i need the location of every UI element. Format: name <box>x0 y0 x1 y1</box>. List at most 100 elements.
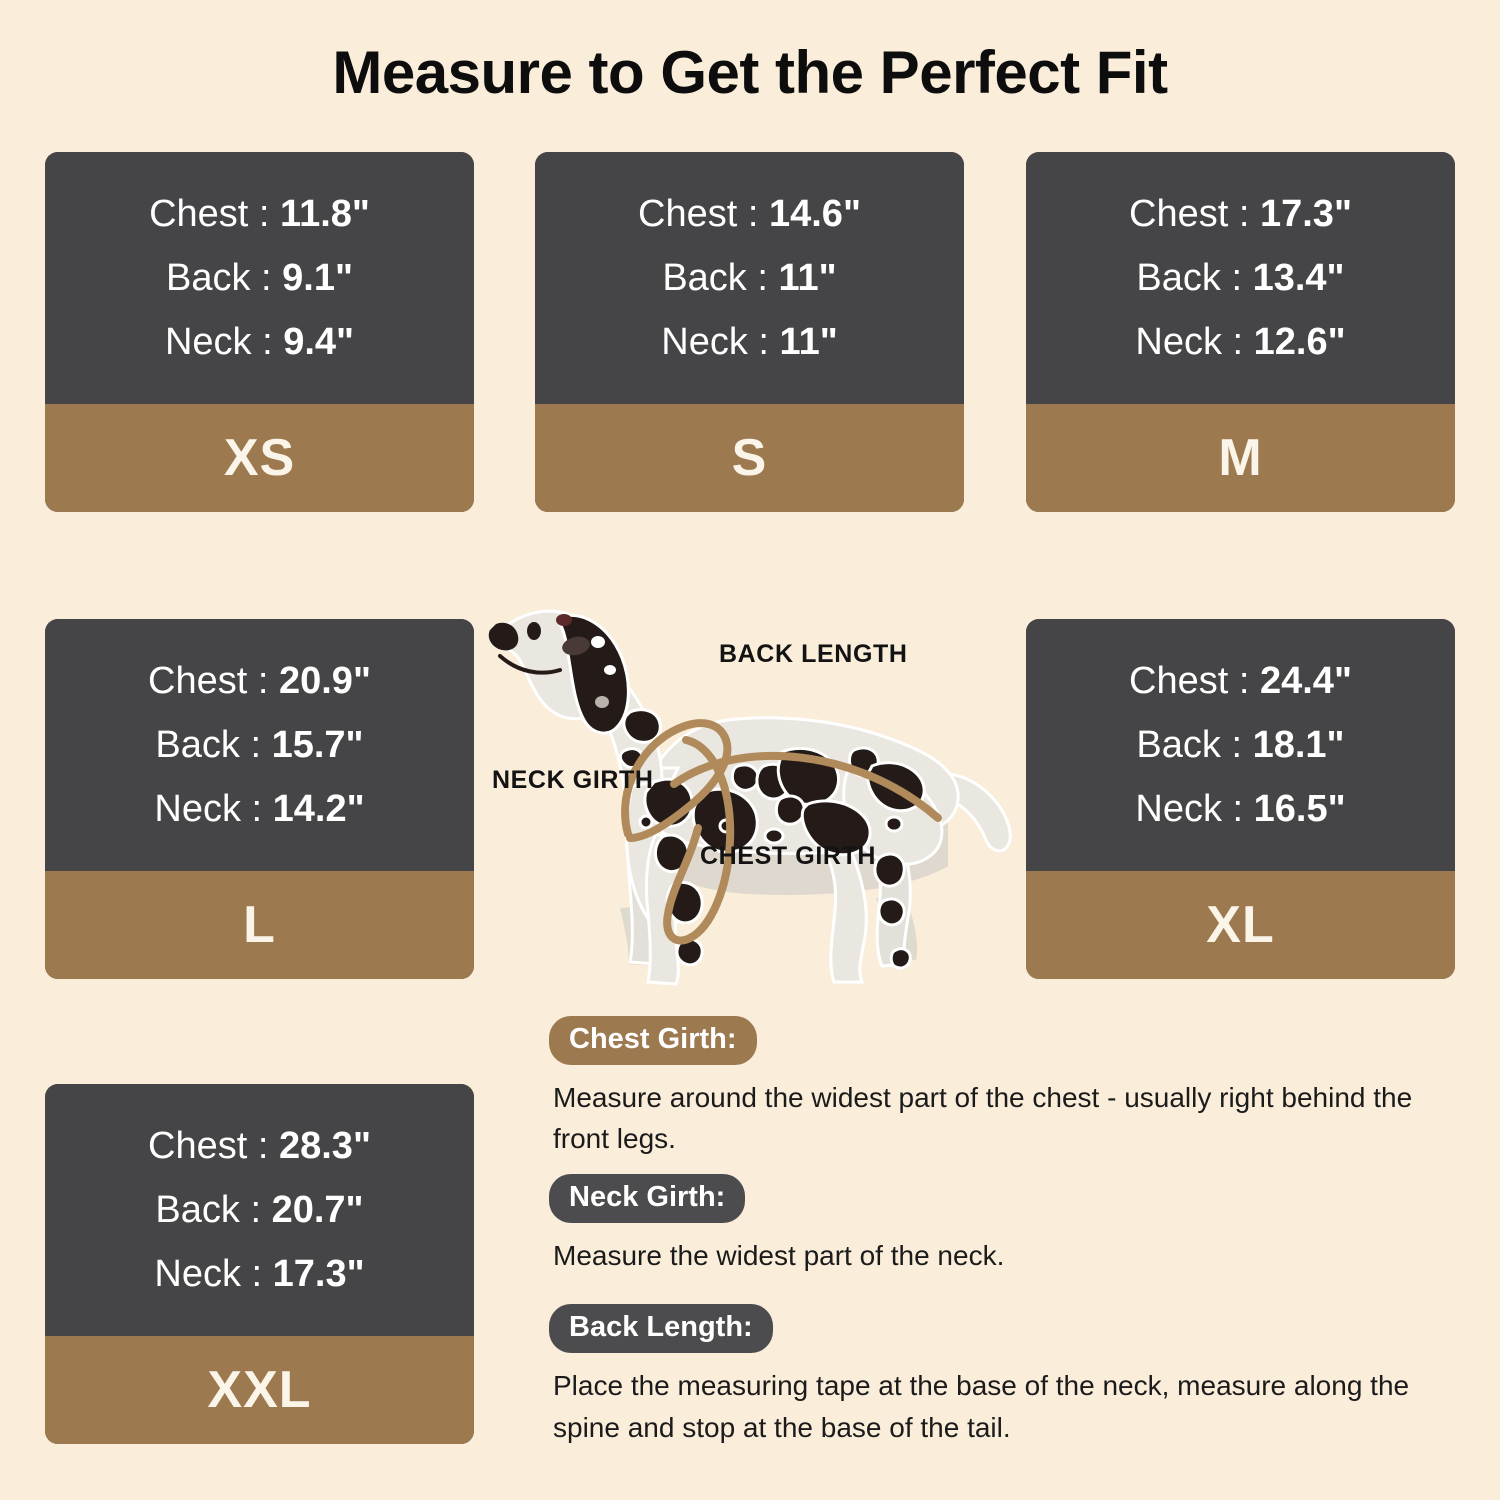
spec-separator: : <box>247 660 279 702</box>
spec-label-neck: Neck <box>154 1253 241 1295</box>
size-card-xs[interactable]: Chest : 11.8" Back : 9.1" Neck : 9.4" XS <box>45 152 474 512</box>
spec-row-chest: Chest : 11.8" <box>149 182 370 246</box>
spec-separator: : <box>1220 724 1253 766</box>
spec-label-neck: Neck <box>1135 321 1222 363</box>
spec-separator: : <box>1228 193 1260 235</box>
spec-label-chest: Chest <box>148 1125 248 1167</box>
size-label: M <box>1218 429 1263 487</box>
spec-separator: : <box>250 257 283 299</box>
size-card-m[interactable]: Chest : 17.3" Back : 13.4" Neck : 12.6" … <box>1026 152 1455 512</box>
size-band: XS <box>45 404 474 512</box>
spec-separator: : <box>1228 660 1260 702</box>
spec-row-neck: Neck : 11" <box>661 310 837 374</box>
spec-row-back: Back : 9.1" <box>166 246 353 310</box>
size-band: XXL <box>45 1336 474 1444</box>
instructions-panel: Chest Girth: Measure around the widest p… <box>549 1016 1454 1456</box>
instruction-neck-girth: Neck Girth: Measure the widest part of t… <box>549 1173 1454 1276</box>
size-label: XL <box>1206 896 1275 954</box>
spec-label-chest: Chest <box>1129 660 1229 702</box>
spec-row-chest: Chest : 17.3" <box>1129 182 1352 246</box>
measurement-tape-group <box>621 719 942 945</box>
spec-value-back: 13.4" <box>1252 257 1345 299</box>
spec-value-back: 15.7" <box>271 724 364 766</box>
spec-separator: : <box>1221 321 1254 363</box>
spec-label-neck: Neck <box>1135 788 1222 830</box>
spec-row-chest: Chest : 20.9" <box>148 649 371 713</box>
spec-label-back: Back <box>1136 257 1221 299</box>
spec-label-chest: Chest <box>638 193 738 235</box>
size-label: S <box>731 429 768 487</box>
spec-value-back: 18.1" <box>1252 724 1345 766</box>
spec-value-neck: 9.4" <box>283 321 355 363</box>
spec-row-back: Back : 13.4" <box>1136 246 1344 310</box>
spec-label-neck: Neck <box>154 788 241 830</box>
spec-separator: : <box>1221 788 1254 830</box>
spec-separator: : <box>737 193 769 235</box>
spec-value-chest: 17.3" <box>1259 193 1352 235</box>
size-card-specs: Chest : 20.9" Back : 15.7" Neck : 14.2" <box>45 619 474 871</box>
spec-value-neck: 16.5" <box>1253 788 1346 830</box>
size-card-l[interactable]: Chest : 20.9" Back : 15.7" Neck : 14.2" … <box>45 619 474 979</box>
dog-measurement-diagram <box>478 598 1023 998</box>
spec-separator: : <box>239 724 272 766</box>
spec-row-chest: Chest : 24.4" <box>1129 649 1352 713</box>
spec-value-chest: 14.6" <box>768 193 861 235</box>
spec-label-back: Back <box>165 257 251 299</box>
size-label: XS <box>223 429 296 487</box>
spec-row-chest: Chest : 14.6" <box>638 182 861 246</box>
spec-separator: : <box>247 1125 279 1167</box>
spec-label-back: Back <box>155 1189 240 1231</box>
spec-row-neck: Neck : 14.2" <box>154 777 364 841</box>
size-band: XL <box>1026 871 1455 979</box>
diagram-label-neck-girth: NECK GIRTH <box>492 766 654 794</box>
size-card-specs: Chest : 11.8" Back : 9.1" Neck : 9.4" <box>45 152 474 404</box>
spec-label-back: Back <box>662 257 747 299</box>
instruction-text-back-length: Place the measuring tape at the base of … <box>553 1370 1410 1443</box>
spec-label-chest: Chest <box>149 193 249 235</box>
diagram-label-chest-girth: CHEST GIRTH <box>700 842 877 870</box>
spec-value-back: 11" <box>778 257 837 299</box>
spec-separator: : <box>747 321 780 363</box>
spec-value-neck: 17.3" <box>272 1253 365 1295</box>
diagram-label-back-length: BACK LENGTH <box>719 640 908 668</box>
spec-separator: : <box>239 1189 272 1231</box>
spec-value-chest: 28.3" <box>278 1125 371 1167</box>
page-title: Measure to Get the Perfect Fit <box>332 39 1168 106</box>
size-card-specs: Chest : 14.6" Back : 11" Neck : 11" <box>535 152 964 404</box>
instruction-text-neck-girth: Measure the widest part of the neck. <box>553 1239 1005 1271</box>
size-card-s[interactable]: Chest : 14.6" Back : 11" Neck : 11" S <box>535 152 964 512</box>
size-band: L <box>45 871 474 979</box>
spec-value-chest: 11.8" <box>280 193 370 235</box>
spec-row-back: Back : 11" <box>662 246 836 310</box>
spec-row-neck: Neck : 12.6" <box>1135 310 1345 374</box>
size-band: M <box>1026 404 1455 512</box>
spec-row-neck: Neck : 9.4" <box>165 310 354 374</box>
size-card-specs: Chest : 17.3" Back : 13.4" Neck : 12.6" <box>1026 152 1455 404</box>
spec-separator: : <box>248 193 281 235</box>
spec-label-neck: Neck <box>164 321 252 363</box>
spec-row-chest: Chest : 28.3" <box>148 1114 371 1178</box>
spec-label-chest: Chest <box>148 660 248 702</box>
spec-row-back: Back : 18.1" <box>1136 713 1344 777</box>
spec-label-chest: Chest <box>1129 193 1229 235</box>
spec-value-neck: 14.2" <box>272 788 365 830</box>
spec-label-neck: Neck <box>661 321 748 363</box>
dog-face-group <box>488 614 590 675</box>
size-card-xl[interactable]: Chest : 24.4" Back : 18.1" Neck : 16.5" … <box>1026 619 1455 979</box>
instruction-chest-girth: Chest Girth: Measure around the widest p… <box>549 1016 1454 1160</box>
spec-separator: : <box>240 788 273 830</box>
spec-value-chest: 24.4" <box>1259 660 1352 702</box>
size-card-specs: Chest : 28.3" Back : 20.7" Neck : 17.3" <box>45 1084 474 1336</box>
spec-row-back: Back : 15.7" <box>155 713 363 777</box>
spec-value-neck: 12.6" <box>1253 321 1346 363</box>
instruction-back-length: Back Length: Place the measuring tape at… <box>549 1304 1454 1448</box>
spec-value-back: 9.1" <box>282 257 353 299</box>
spec-separator: : <box>1220 257 1253 299</box>
spec-label-back: Back <box>1136 724 1221 766</box>
spec-label-back: Back <box>155 724 240 766</box>
spec-value-neck: 11" <box>779 321 838 363</box>
instruction-text-chest-girth: Measure around the widest part of the ch… <box>553 1082 1413 1155</box>
spec-separator: : <box>240 1253 273 1295</box>
badge-back-length: Back Length: <box>549 1304 773 1354</box>
size-card-xxl[interactable]: Chest : 28.3" Back : 20.7" Neck : 17.3" … <box>45 1084 474 1444</box>
